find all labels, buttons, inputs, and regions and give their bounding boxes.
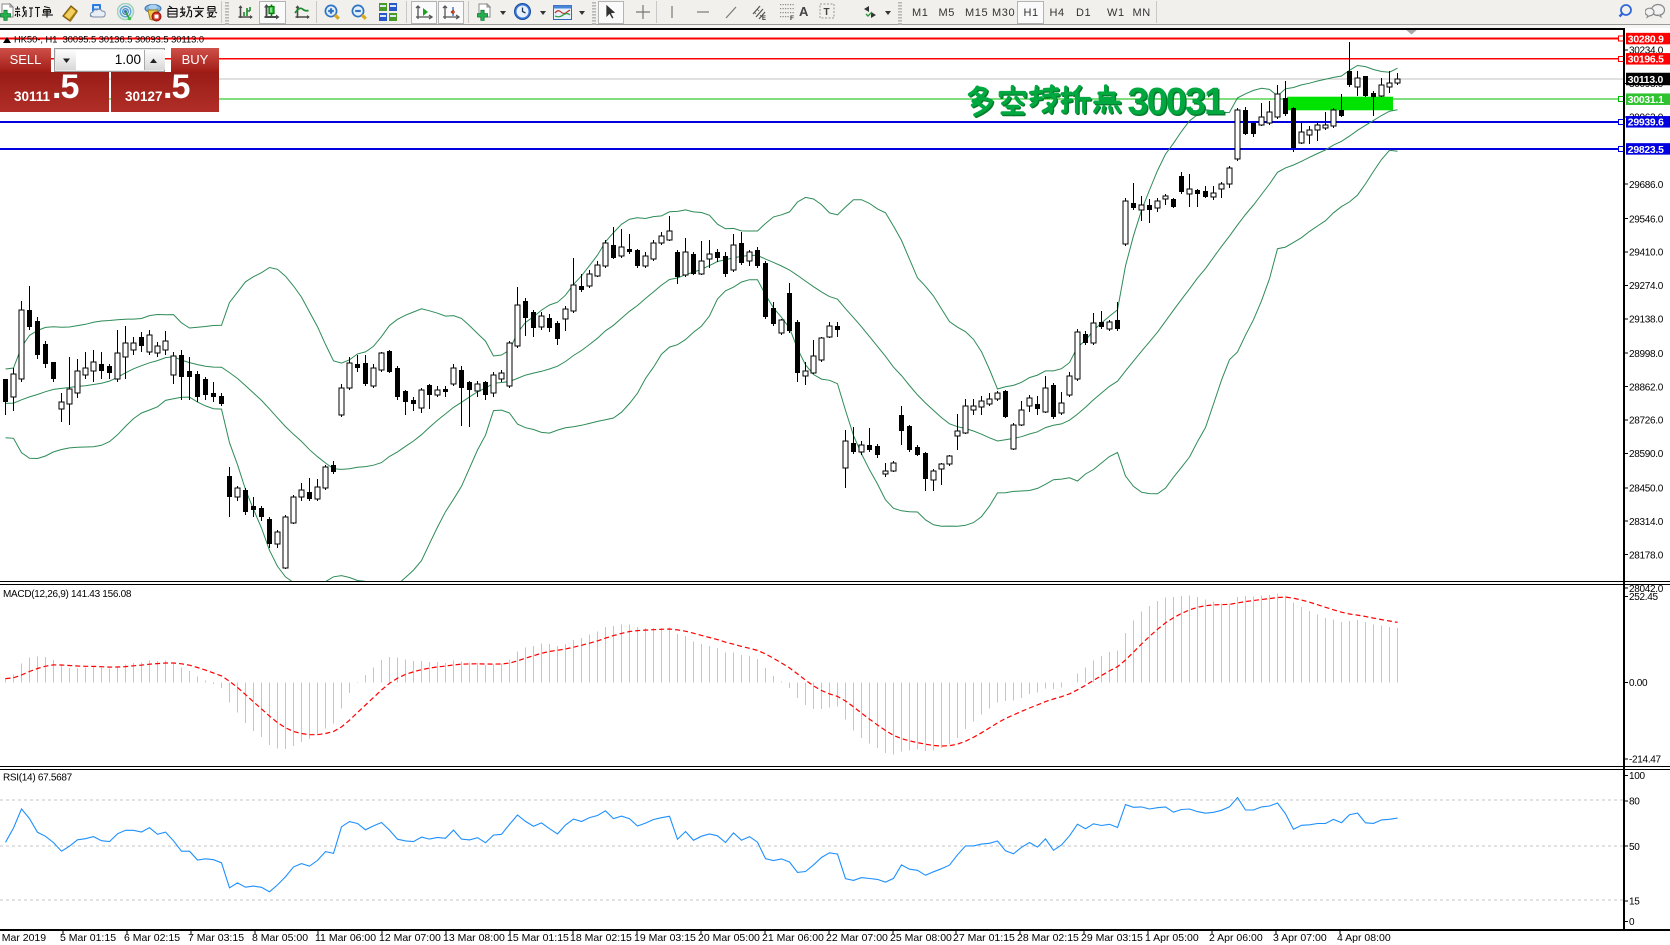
svg-text:21 Mar 06:00: 21 Mar 06:00 (762, 932, 824, 944)
svg-text:4 Mar 2019: 4 Mar 2019 (0, 932, 46, 944)
svg-text:1 Apr 05:00: 1 Apr 05:00 (1145, 932, 1199, 944)
svg-text:12 Mar 07:00: 12 Mar 07:00 (379, 932, 441, 944)
svg-text:28726.0: 28726.0 (1629, 416, 1664, 427)
svg-text:11 Mar 06:00: 11 Mar 06:00 (315, 932, 376, 944)
svg-text:28998.0: 28998.0 (1629, 349, 1664, 360)
svg-text:E: E (762, 16, 766, 21)
svg-text:15 Mar 01:15: 15 Mar 01:15 (507, 932, 569, 944)
svg-text:29274.0: 29274.0 (1629, 281, 1664, 292)
svg-text:50: 50 (1629, 842, 1640, 853)
svg-text:30031: 30031 (1128, 81, 1226, 123)
svg-text:F: F (790, 15, 794, 22)
svg-text:27 Mar 01:15: 27 Mar 01:15 (953, 932, 1015, 944)
svg-text:0.00: 0.00 (1629, 678, 1648, 689)
svg-text:25 Mar 08:00: 25 Mar 08:00 (890, 932, 952, 944)
svg-text:29546.0: 29546.0 (1629, 214, 1664, 225)
svg-text:4 Apr 08:00: 4 Apr 08:00 (1337, 932, 1391, 944)
svg-text:100: 100 (1629, 771, 1646, 782)
svg-text:MACD(12,26,9) 141.43 156.08: MACD(12,26,9) 141.43 156.08 (3, 589, 132, 600)
svg-text:19 Mar 03:15: 19 Mar 03:15 (634, 932, 696, 944)
svg-text:28 Mar 02:15: 28 Mar 02:15 (1017, 932, 1079, 944)
svg-text:29 Mar 03:15: 29 Mar 03:15 (1081, 932, 1143, 944)
svg-text:30113.0: 30113.0 (1628, 75, 1664, 86)
svg-text:80: 80 (1629, 797, 1640, 808)
svg-text:30280.9: 30280.9 (1628, 35, 1664, 46)
svg-text:30031: 30031 (1129, 82, 1227, 124)
svg-text:13 Mar 08:00: 13 Mar 08:00 (443, 932, 505, 944)
svg-text:RSI(14) 67.5687: RSI(14) 67.5687 (3, 773, 73, 784)
svg-text:29939.6: 29939.6 (1628, 118, 1664, 129)
svg-text:28590.0: 28590.0 (1629, 449, 1664, 460)
svg-text:T: T (824, 7, 830, 18)
svg-text:28450.0: 28450.0 (1629, 484, 1664, 495)
svg-text:18 Mar 02:15: 18 Mar 02:15 (570, 932, 632, 944)
svg-text:28042.0: 28042.0 (1629, 584, 1664, 595)
svg-text:15: 15 (1629, 897, 1640, 908)
svg-text:30031.1: 30031.1 (1628, 95, 1664, 106)
svg-text:28178.0: 28178.0 (1629, 550, 1664, 561)
svg-text:22 Mar 07:00: 22 Mar 07:00 (826, 932, 888, 944)
svg-text:7 Mar 03:15: 7 Mar 03:15 (188, 932, 244, 944)
svg-text:252.45: 252.45 (1629, 592, 1659, 603)
svg-text:29138.0: 29138.0 (1629, 315, 1664, 326)
svg-text:5 Mar 01:15: 5 Mar 01:15 (60, 932, 116, 944)
svg-text:3 Apr 07:00: 3 Apr 07:00 (1273, 932, 1327, 944)
svg-text:30196.5: 30196.5 (1628, 55, 1664, 66)
svg-text:30234.0: 30234.0 (1629, 46, 1664, 57)
svg-text:HK50-, H1 30095.5 30136.5 300: HK50-, H1 30095.5 30136.5 30093.5 30113.… (14, 35, 204, 45)
svg-text:28862.0: 28862.0 (1629, 382, 1664, 393)
svg-text:28314.0: 28314.0 (1629, 517, 1664, 528)
svg-text:8 Mar 05:00: 8 Mar 05:00 (252, 932, 308, 944)
svg-text:29410.0: 29410.0 (1629, 248, 1664, 259)
svg-text:29823.5: 29823.5 (1628, 145, 1664, 156)
svg-text:20 Mar 05:00: 20 Mar 05:00 (698, 932, 760, 944)
svg-text:6 Mar 02:15: 6 Mar 02:15 (124, 932, 180, 944)
svg-text:29686.0: 29686.0 (1629, 180, 1664, 191)
svg-text:-214.47: -214.47 (1629, 755, 1662, 766)
svg-text:2 Apr 06:00: 2 Apr 06:00 (1209, 932, 1263, 944)
svg-text:0: 0 (1629, 917, 1635, 928)
